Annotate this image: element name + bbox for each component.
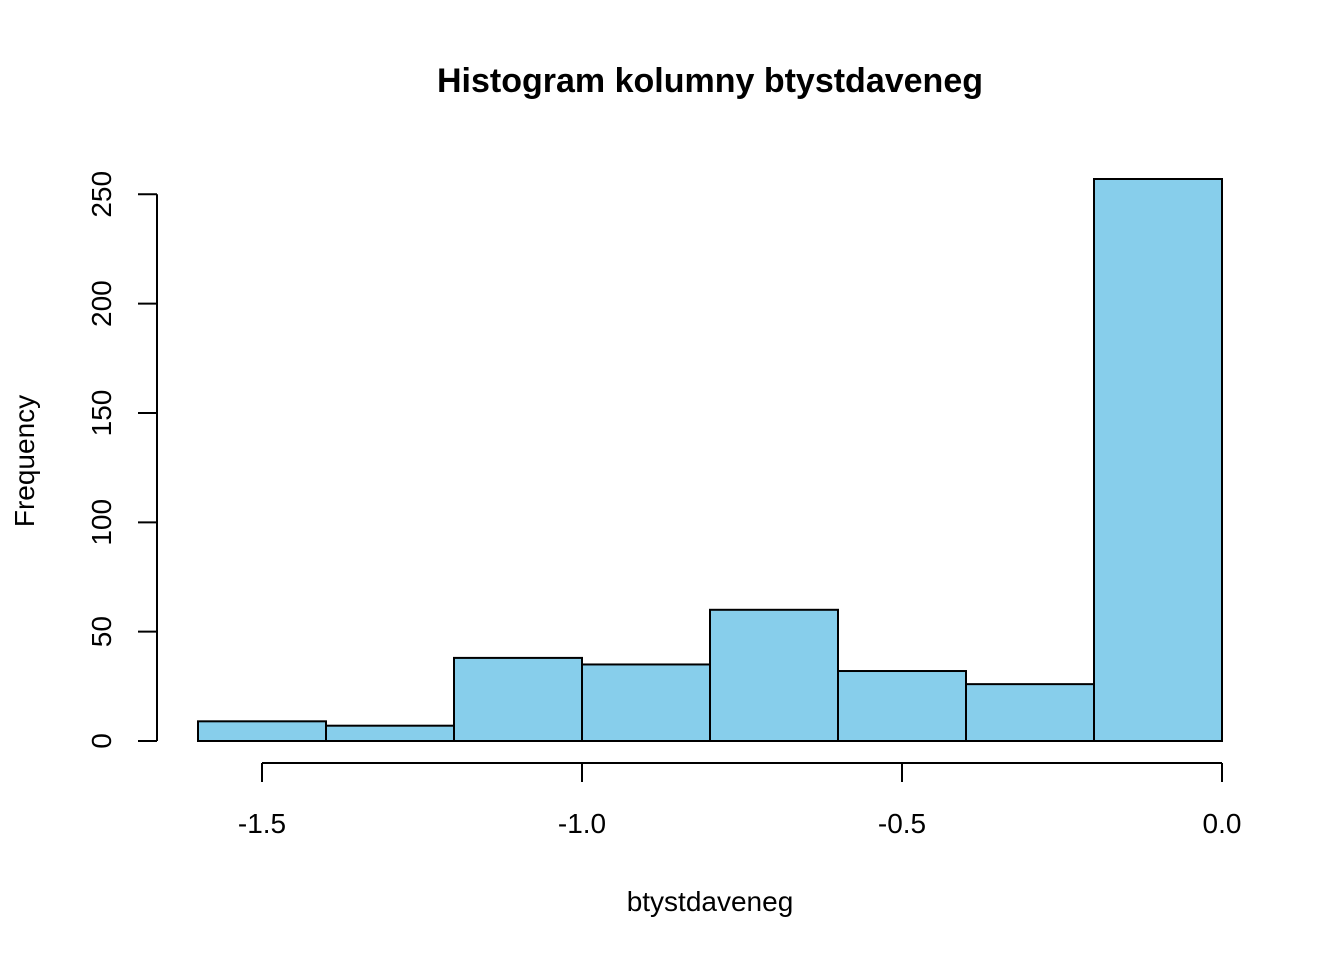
- histogram-bar-2: [453, 656, 583, 742]
- x-tick-label: 0.0: [1203, 808, 1242, 839]
- x-tick-label: -0.5: [878, 808, 926, 839]
- histogram-bar-0: [197, 720, 327, 743]
- y-tick-label: 100: [86, 499, 117, 546]
- x-axis: -1.5 -1.0 -0.5 0.0: [238, 762, 1242, 839]
- y-tick-label: 0: [86, 733, 117, 749]
- y-tick-label: 150: [86, 390, 117, 437]
- histogram-bar-1: [325, 724, 455, 743]
- y-axis: 0 50 100 150 200 250: [86, 171, 158, 749]
- y-tick-label: 50: [86, 616, 117, 647]
- x-tick-label: -1.5: [238, 808, 286, 839]
- x-tick-label: -1.0: [558, 808, 606, 839]
- histogram-bar-3: [581, 663, 711, 742]
- histogram-bar-5: [837, 670, 967, 743]
- histogram-bar-7: [1093, 178, 1223, 742]
- bars-group: [197, 178, 1223, 743]
- x-axis-label: btystdaveneg: [627, 886, 794, 917]
- chart-title: Histogram kolumny btystdaveneg: [437, 62, 983, 100]
- y-axis-label: Frequency: [9, 395, 40, 527]
- y-tick-label: 200: [86, 280, 117, 327]
- y-tick-label: 250: [86, 171, 117, 218]
- histogram-bar-4: [709, 608, 839, 742]
- histogram-bar-6: [965, 683, 1095, 743]
